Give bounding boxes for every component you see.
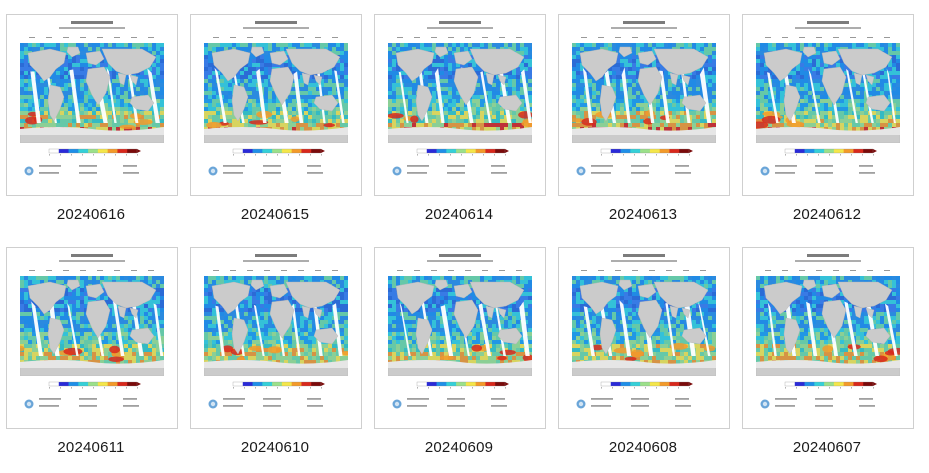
world-map-image (204, 43, 348, 143)
file-tile[interactable]: 20240609 (374, 247, 546, 473)
file-tile[interactable]: 20240616 (6, 14, 178, 247)
thumbnail[interactable] (742, 247, 914, 429)
world-map-image (20, 276, 164, 376)
file-tile[interactable]: 20240615 (190, 14, 362, 247)
file-name-label[interactable]: 20240614 (424, 206, 494, 223)
thumbnail-header (203, 17, 349, 41)
file-name-label[interactable]: 20240616 (56, 206, 126, 223)
thumbnail-image (203, 17, 349, 193)
file-tile[interactable]: 20240611 (6, 247, 178, 473)
colorbar-legend (571, 147, 717, 193)
thumbnail[interactable] (6, 247, 178, 429)
thumbnail-image (755, 250, 901, 426)
thumbnail[interactable] (374, 247, 546, 429)
thumbnail-image (387, 17, 533, 193)
file-name-label[interactable]: 20240611 (57, 439, 125, 456)
file-name-label[interactable]: 20240613 (608, 206, 678, 223)
thumbnail-image (19, 250, 165, 426)
thumbnail-header (571, 17, 717, 41)
world-map-image (388, 276, 532, 376)
thumbnail-header (203, 250, 349, 274)
colorbar-legend (387, 147, 533, 193)
world-map-image (388, 43, 532, 143)
thumbnail-image (387, 250, 533, 426)
thumbnail[interactable] (190, 14, 362, 196)
thumbnail[interactable] (558, 247, 730, 429)
thumbnail-header (755, 250, 901, 274)
thumbnail-header (571, 250, 717, 274)
thumbnail-image (19, 17, 165, 193)
thumbnail-header (19, 250, 165, 274)
thumbnail-header (19, 17, 165, 41)
thumbnail-image (571, 250, 717, 426)
colorbar-legend (387, 380, 533, 426)
colorbar-legend (755, 147, 901, 193)
colorbar-legend (19, 147, 165, 193)
file-tile[interactable]: 20240608 (558, 247, 730, 473)
file-tile[interactable]: 20240614 (374, 14, 546, 247)
thumbnail-image (571, 17, 717, 193)
colorbar-legend (203, 147, 349, 193)
colorbar-legend (19, 380, 165, 426)
file-tile[interactable]: 20240607 (742, 247, 914, 473)
file-tile[interactable]: 20240613 (558, 14, 730, 247)
thumbnail-header (387, 250, 533, 274)
file-name-label[interactable]: 20240612 (792, 206, 862, 223)
world-map-image (756, 276, 900, 376)
thumbnail[interactable] (6, 14, 178, 196)
thumbnail[interactable] (558, 14, 730, 196)
thumbnail[interactable] (742, 14, 914, 196)
thumbnail[interactable] (190, 247, 362, 429)
file-name-label[interactable]: 20240615 (240, 206, 310, 223)
thumbnail-header (387, 17, 533, 41)
file-name-label[interactable]: 20240610 (240, 439, 310, 456)
thumbnail[interactable] (374, 14, 546, 196)
thumbnail-image (755, 17, 901, 193)
file-tile[interactable]: 20240612 (742, 14, 914, 247)
world-map-image (756, 43, 900, 143)
world-map-image (572, 43, 716, 143)
world-map-image (204, 276, 348, 376)
colorbar-legend (571, 380, 717, 426)
world-map-image (20, 43, 164, 143)
file-tile[interactable]: 20240610 (190, 247, 362, 473)
colorbar-legend (755, 380, 901, 426)
file-name-label[interactable]: 20240608 (608, 439, 678, 456)
world-map-image (572, 276, 716, 376)
thumbnail-header (755, 17, 901, 41)
colorbar-legend (203, 380, 349, 426)
thumbnail-image (203, 250, 349, 426)
file-name-label[interactable]: 20240607 (792, 439, 862, 456)
file-name-label[interactable]: 20240609 (424, 439, 494, 456)
